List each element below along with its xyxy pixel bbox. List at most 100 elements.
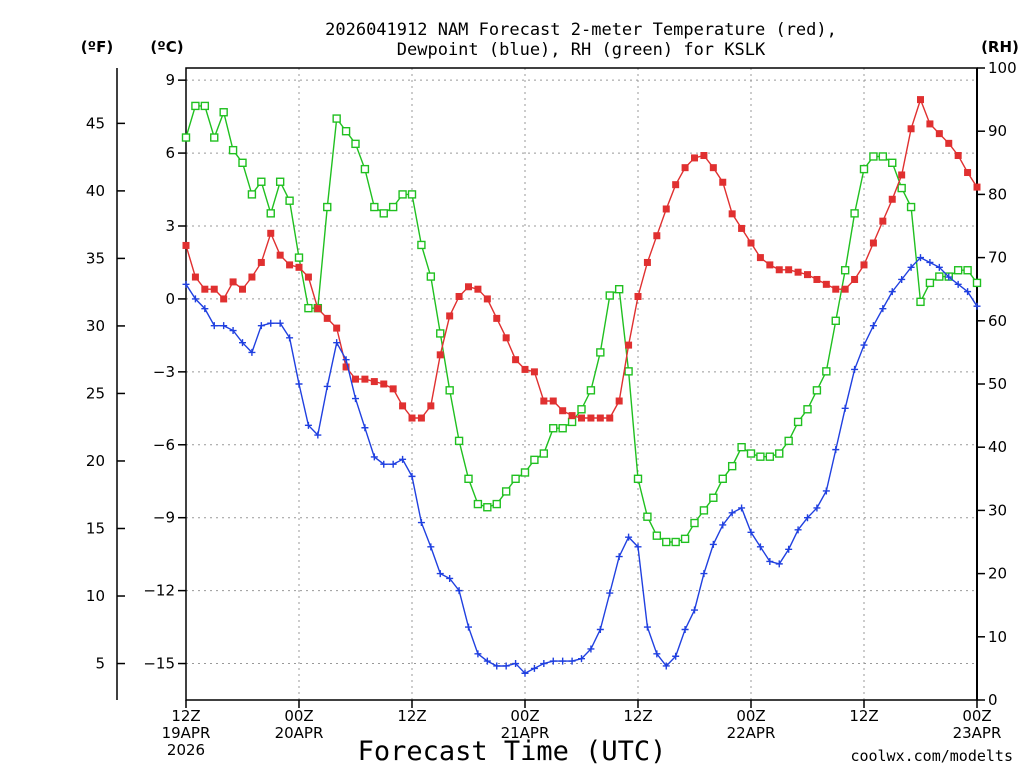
rh-tick-label: 30 bbox=[988, 501, 1007, 519]
rh-point bbox=[746, 449, 756, 458]
rh-tick-label: 40 bbox=[988, 438, 1007, 456]
celsius-tick-label: 0 bbox=[165, 290, 175, 308]
dewpoint-point bbox=[502, 662, 510, 670]
site-credit: coolwx.com/modelts bbox=[850, 747, 1013, 765]
rh-point bbox=[727, 461, 737, 471]
rh-point bbox=[812, 386, 822, 395]
temperature-point bbox=[700, 152, 708, 160]
dewpoint-point bbox=[239, 339, 246, 347]
rh-point bbox=[360, 164, 370, 174]
temperature-point bbox=[615, 397, 623, 405]
dewpoint-point bbox=[587, 645, 595, 653]
temperature-point bbox=[681, 164, 689, 172]
temperature-point bbox=[804, 271, 811, 279]
rh-point bbox=[332, 114, 341, 123]
time-tick-label: 2026 bbox=[167, 741, 205, 759]
celsius-tick-label: −6 bbox=[153, 436, 175, 454]
rh-point bbox=[483, 503, 492, 512]
dewpoint-point bbox=[841, 404, 849, 412]
temperature-point bbox=[182, 241, 190, 249]
dewpoint-point bbox=[370, 453, 378, 461]
temperature-point bbox=[201, 285, 209, 293]
dewpoint-point bbox=[314, 431, 322, 439]
plot-frame bbox=[185, 67, 978, 701]
celsius-tick-label: −3 bbox=[153, 363, 175, 381]
rh-point bbox=[916, 297, 925, 307]
temperature-point bbox=[625, 341, 633, 349]
temperature-point bbox=[832, 285, 840, 293]
fahrenheit-tick-label: 40 bbox=[86, 182, 105, 200]
dewpoint-point bbox=[935, 263, 943, 271]
dewpoint-point bbox=[295, 380, 303, 388]
rh-point bbox=[775, 449, 784, 458]
dewpoint-point bbox=[804, 514, 811, 522]
rh-point bbox=[370, 202, 379, 212]
time-tick-label: 12Z bbox=[623, 707, 652, 725]
rh-point bbox=[840, 266, 850, 275]
rh-point bbox=[426, 272, 436, 281]
fahrenheit-tick-label: 45 bbox=[86, 114, 105, 132]
temperature-point bbox=[540, 397, 548, 405]
temperature-point bbox=[719, 178, 727, 186]
rh-point bbox=[614, 285, 624, 294]
temperature-point bbox=[530, 368, 538, 376]
temperature-point bbox=[399, 402, 407, 410]
series-layer bbox=[181, 96, 982, 677]
temperature-point bbox=[822, 280, 830, 288]
dewpoint-point bbox=[248, 348, 256, 356]
dewpoint-point bbox=[860, 341, 868, 349]
rh-point bbox=[445, 386, 454, 395]
rh-point bbox=[822, 367, 831, 376]
celsius-tick-label: 9 bbox=[165, 71, 175, 89]
fahrenheit-axis: 45 40 35 30 25 20 15 10 5 bbox=[86, 114, 125, 673]
celsius-tick-label: −12 bbox=[143, 582, 175, 600]
time-tick-label: 23APR bbox=[953, 724, 1002, 742]
temperature-point bbox=[210, 285, 218, 293]
temperature-point bbox=[342, 363, 350, 371]
rh-point bbox=[219, 108, 228, 117]
rh-point bbox=[784, 436, 793, 446]
rh-tick-label: 60 bbox=[988, 312, 1007, 330]
x-axis-title: Forecast Time (UTC) bbox=[358, 736, 667, 767]
temperature-point bbox=[314, 305, 322, 313]
rh-point bbox=[275, 177, 285, 186]
rh-point bbox=[323, 202, 332, 212]
dewpoint-point bbox=[389, 460, 397, 468]
temperature-point bbox=[352, 375, 359, 383]
temperature-point bbox=[907, 125, 915, 133]
dewpoint-point bbox=[276, 319, 284, 327]
rh-point bbox=[699, 506, 709, 515]
temperature-point bbox=[521, 365, 529, 373]
dewpoint-point bbox=[832, 446, 840, 454]
temperature-point bbox=[917, 96, 924, 104]
temperature-point bbox=[756, 254, 764, 262]
rh-point bbox=[756, 452, 765, 461]
dewpoint-point bbox=[417, 519, 425, 527]
dewpoint-point bbox=[380, 460, 388, 468]
series-line bbox=[185, 256, 978, 675]
dewpoint-point bbox=[436, 570, 444, 578]
dewpoint-point bbox=[333, 339, 341, 347]
temperature-point bbox=[879, 217, 887, 225]
temperature-point bbox=[323, 314, 331, 322]
dewpoint-point bbox=[540, 660, 548, 668]
temperature-point bbox=[512, 356, 520, 364]
fahrenheit-tick-label: 5 bbox=[95, 655, 105, 673]
rh-point bbox=[388, 202, 398, 212]
rh-point bbox=[888, 158, 897, 168]
rh-point bbox=[793, 417, 803, 427]
temperature-point bbox=[945, 139, 953, 147]
dewpoint-point bbox=[568, 657, 576, 665]
dewpoint-point bbox=[926, 258, 934, 266]
temperature-point bbox=[672, 181, 680, 189]
temperature-point bbox=[549, 397, 557, 405]
dewpoint-point bbox=[738, 504, 746, 512]
temperature-point bbox=[794, 268, 802, 276]
temperature-point bbox=[813, 275, 821, 283]
time-tick-label: 00Z bbox=[962, 707, 991, 725]
rh-point bbox=[304, 303, 313, 313]
time-tick-label: 00Z bbox=[510, 707, 539, 725]
temperature-point bbox=[643, 258, 651, 266]
rh-point bbox=[379, 209, 388, 218]
